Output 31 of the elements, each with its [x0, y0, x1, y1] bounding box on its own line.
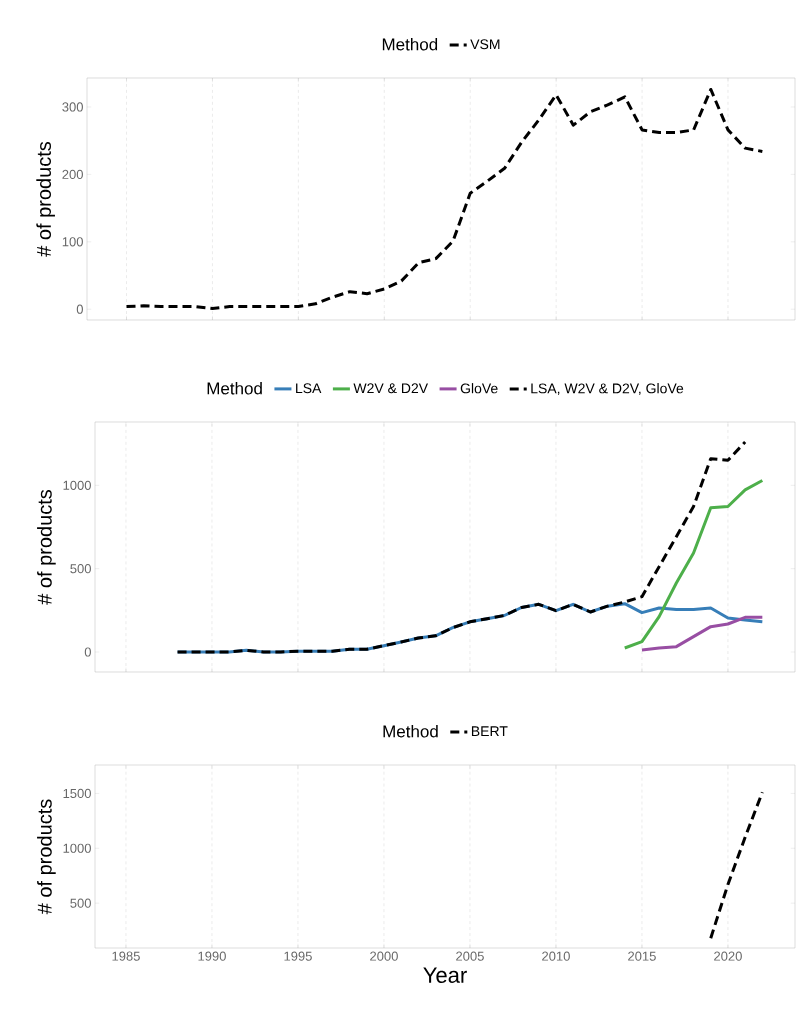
x-tick-label: 2010 — [542, 951, 570, 961]
legend-label: GloVe — [460, 383, 498, 394]
y-axis-title: # of products — [37, 489, 56, 605]
y-tick-label: 500 — [70, 898, 91, 908]
y-tick-label: 1500 — [63, 788, 91, 799]
legend-title: Method — [382, 38, 438, 51]
x-tick-label: 2000 — [370, 951, 398, 961]
x-tick-label: 2020 — [714, 951, 742, 961]
x-axis-title: Year — [423, 967, 467, 983]
legend-title: Method — [207, 382, 262, 395]
y-tick-label: 300 — [62, 102, 83, 112]
y-tick-label: 200 — [62, 169, 83, 179]
x-tick-label: 2015 — [628, 951, 656, 961]
legend-label: BERT — [471, 726, 508, 736]
y-axis-title: # of products — [36, 141, 55, 257]
x-tick-label: 2005 — [456, 951, 484, 961]
legend-label: LSA, W2V & D2V, GloVe — [531, 383, 684, 396]
x-tick-label: 1985 — [112, 951, 140, 961]
y-tick-label: 100 — [62, 237, 83, 247]
y-tick-label: 0 — [76, 304, 83, 314]
y-tick-label: 0 — [84, 647, 91, 657]
x-tick-label: 1990 — [198, 951, 226, 961]
y-tick-label: 1000 — [63, 480, 91, 490]
y-tick-label: 500 — [70, 564, 91, 574]
y-tick-label: 1000 — [63, 843, 91, 853]
x-tick-label: 1995 — [284, 951, 312, 961]
legend-label: VSM — [470, 39, 500, 50]
y-axis-title: # of products — [37, 799, 56, 915]
legend-label: W2V & D2V — [353, 383, 429, 394]
legend-label: LSA — [296, 383, 322, 394]
legend-title: Method — [383, 725, 438, 738]
